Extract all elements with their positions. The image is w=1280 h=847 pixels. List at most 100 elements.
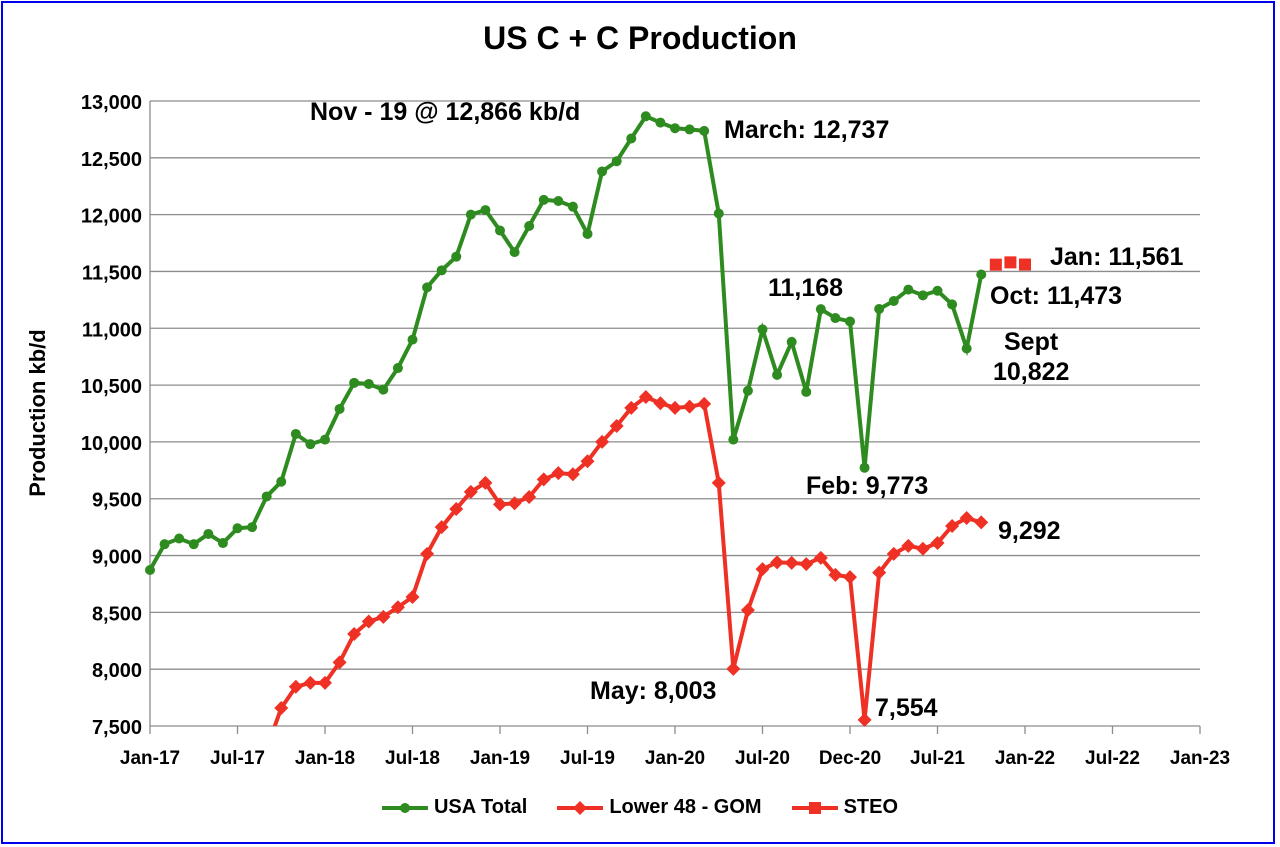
data-point — [261, 491, 272, 502]
data-point — [276, 476, 287, 487]
data-point — [961, 343, 972, 354]
data-point — [553, 196, 564, 206]
annotation-peak: Nov - 19 @ 12,866 kb/d — [310, 98, 581, 126]
y-tick-label: 9,000 — [92, 547, 142, 569]
data-point — [420, 546, 435, 561]
data-point — [624, 400, 639, 415]
data-point — [772, 369, 783, 380]
data-point — [347, 626, 362, 641]
annotation-sept-value: 10,822 — [993, 358, 1070, 386]
data-point — [145, 564, 155, 575]
data-point — [392, 363, 403, 374]
data-point — [655, 117, 666, 128]
legend-item-steo: STEO — [791, 796, 899, 819]
data-point — [915, 541, 930, 556]
x-tick-label: Jan-19 — [470, 748, 530, 769]
data-point — [947, 299, 958, 310]
data-point — [378, 384, 389, 395]
data-point — [640, 111, 651, 122]
data-point — [551, 466, 566, 481]
data-point — [565, 467, 580, 482]
data-point — [451, 251, 462, 262]
data-point — [478, 475, 493, 490]
annotation-l48-last: 9,292 — [998, 517, 1061, 545]
legend-item-usa-total: USA Total — [381, 796, 528, 819]
y-tick-label: 13,000 — [81, 92, 142, 114]
x-tick-label: Jul-21 — [910, 748, 965, 769]
data-point — [376, 609, 391, 624]
data-point — [799, 557, 814, 572]
x-tick-label: Jan-23 — [1170, 748, 1230, 769]
data-point — [303, 675, 318, 690]
data-point — [595, 434, 610, 449]
legend-item-lower48: Lower 48 - GOM — [557, 796, 762, 819]
annotation-sept-label: Sept — [1004, 328, 1059, 356]
data-point — [653, 396, 668, 411]
data-point — [597, 166, 608, 177]
data-point — [786, 336, 797, 347]
data-point — [188, 539, 199, 550]
data-point — [434, 520, 449, 535]
data-point — [945, 519, 960, 533]
data-point — [872, 565, 887, 580]
y-tick-label: 10,000 — [81, 433, 142, 455]
x-tick-label: Jul-22 — [1085, 748, 1140, 769]
y-tick-label: 8,000 — [92, 660, 142, 682]
data-point — [670, 123, 680, 134]
data-point — [874, 303, 885, 314]
data-point — [463, 484, 478, 499]
chart-title: US C + C Production — [483, 20, 797, 56]
series-line-usa-total — [150, 113, 984, 571]
data-point — [538, 194, 549, 205]
annotation-l48-feb: 7,554 — [875, 694, 938, 722]
x-tick-label: Jan-18 — [295, 748, 355, 769]
data-point — [726, 661, 741, 676]
data-point — [582, 228, 593, 239]
data-point — [784, 555, 799, 570]
data-point — [436, 265, 447, 276]
data-point — [174, 533, 185, 544]
data-point — [989, 258, 1002, 271]
data-point — [684, 124, 695, 135]
data-point — [755, 562, 770, 577]
data-point — [711, 475, 726, 490]
data-point — [611, 156, 622, 167]
legend-label: Lower 48 - GOM — [609, 796, 762, 818]
legend-label: STEO — [843, 796, 899, 818]
data-point — [361, 614, 376, 629]
data-point — [801, 386, 812, 397]
data-point — [757, 324, 768, 335]
data-point — [363, 378, 374, 389]
annotation-may: May: 8,003 — [590, 677, 717, 705]
data-point — [320, 434, 330, 445]
annotation-nov20: 11,168 — [768, 274, 844, 302]
y-tick-label: 10,500 — [81, 376, 142, 398]
data-point — [334, 403, 345, 414]
x-tick-label: Jan-22 — [995, 748, 1055, 769]
data-point — [845, 316, 855, 327]
data-point — [959, 511, 974, 526]
data-point — [638, 390, 653, 405]
data-point — [580, 454, 595, 469]
y-tick-label: 7,500 — [92, 717, 142, 739]
x-tick-label: Jul-17 — [210, 748, 265, 769]
data-point — [390, 600, 405, 615]
data-point — [828, 567, 843, 582]
data-point — [509, 247, 520, 258]
y-tick-label: 12,000 — [81, 206, 142, 228]
data-point — [232, 523, 243, 534]
legend-marker-square-icon — [791, 801, 838, 814]
data-point — [217, 538, 228, 549]
legend: USA Total Lower 48 - GOM STEO — [0, 796, 1280, 819]
data-point — [274, 701, 289, 716]
y-tick-label: 12,500 — [81, 149, 142, 171]
data-point — [770, 555, 785, 570]
x-tick-label: Jan-20 — [645, 748, 705, 769]
annotation-march: March: 12,737 — [724, 116, 890, 144]
data-point — [857, 712, 872, 727]
legend-label: USA Total — [433, 796, 528, 818]
data-point — [493, 497, 507, 512]
data-point — [682, 399, 697, 414]
data-point — [203, 528, 214, 539]
